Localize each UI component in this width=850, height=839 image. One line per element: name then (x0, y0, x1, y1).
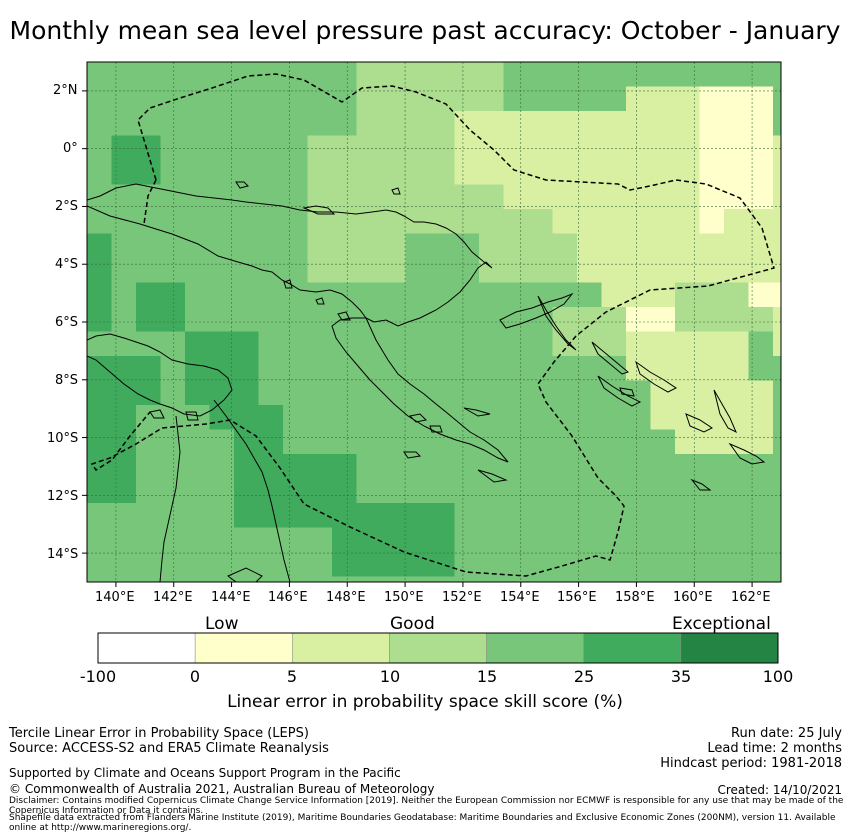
support-text: Supported by Climate and Oceans Support … (9, 766, 401, 780)
lead-time-text: Lead time: 2 months (707, 741, 842, 756)
skill-cell (111, 135, 161, 185)
eez-boundary (90, 73, 775, 577)
skill-cell (552, 307, 626, 356)
skill-cell (724, 209, 781, 283)
hindcast-text: Hindcast period: 1981-2018 (660, 756, 842, 771)
lat-label: 14°S (47, 547, 79, 562)
copyright-text: © Commonwealth of Australia 2021, Austra… (9, 782, 435, 796)
source-text: Source: ACCESS-S2 and ERA5 Climate Reana… (9, 741, 329, 756)
lat-label: 10°S (47, 431, 79, 446)
shapefile-text: Shapefile data extracted from Flanders M… (9, 813, 836, 833)
lon-label: 140°E (95, 590, 135, 605)
skill-cells (87, 62, 781, 577)
skill-cell (136, 282, 185, 332)
lon-label: 144°E (211, 590, 251, 605)
lon-label: 158°E (615, 590, 655, 605)
coastlines (87, 181, 766, 582)
colorbar-segment (680, 632, 779, 664)
lon-label: 154°E (500, 590, 540, 605)
colorbar-tick: 25 (573, 667, 595, 686)
lat-label: 8°S (55, 373, 79, 388)
colorbar-title: Linear error in probability space skill … (227, 692, 623, 712)
axis-ticks (82, 90, 753, 587)
lon-label: 146°E (268, 590, 308, 605)
colorbar-segment (389, 632, 487, 664)
skill-cell (234, 454, 357, 528)
lon-label: 156°E (557, 590, 597, 605)
lon-label: 152°E (442, 590, 482, 605)
lon-label: 162°E (731, 590, 771, 605)
colorbar (97, 632, 779, 664)
skill-cell (675, 380, 773, 454)
map-title: Monthly mean sea level pressure past acc… (9, 16, 841, 45)
lon-label: 160°E (673, 590, 713, 605)
disclaimer-text: Disclaimer: Contains modified Copernicus… (9, 796, 844, 816)
colorbar-tick: -100 (79, 667, 117, 686)
colorbar-tick: 15 (476, 667, 498, 686)
graticule (87, 62, 781, 582)
lon-label: 142°E (153, 590, 193, 605)
skill-cell (454, 111, 553, 185)
colorbar-tick: 5 (286, 667, 298, 686)
colorbar-tick: 0 (189, 667, 201, 686)
lat-label: 12°S (47, 489, 79, 504)
colorbar-segment (583, 632, 682, 664)
colorbar-tick: 100 (762, 667, 794, 686)
colorbar-segment (292, 632, 390, 664)
created-text: Created: 14/10/2021 (717, 783, 842, 797)
skill-cell (87, 356, 161, 405)
lat-label: 2°N (53, 83, 78, 98)
colorbar-label-good: Good (390, 614, 435, 634)
colorbar-segment (486, 632, 584, 664)
skill-cell (87, 405, 136, 503)
lon-label: 150°E (384, 590, 424, 605)
colorbar-frame (97, 632, 779, 664)
run-date-text: Run date: 25 July (731, 726, 842, 741)
lat-label: 0° (63, 141, 78, 156)
colorbar-segment (97, 632, 196, 664)
skill-cell (405, 233, 479, 283)
colorbar-tick: 10 (379, 667, 401, 686)
colorbar-segment (194, 632, 293, 664)
colorbar-tick: 35 (670, 667, 692, 686)
skill-cell (87, 233, 112, 332)
colorbar-label-low: Low (205, 614, 239, 634)
skill-cell (626, 307, 675, 332)
method-text: Tercile Linear Error in Probability Spac… (9, 726, 309, 741)
colorbar-label-exceptional: Exceptional (672, 614, 771, 634)
lat-label: 4°S (55, 257, 79, 272)
lat-label: 2°S (55, 199, 79, 214)
skill-cell (748, 282, 781, 307)
lat-label: 6°S (55, 315, 79, 330)
lon-label: 148°E (326, 590, 366, 605)
